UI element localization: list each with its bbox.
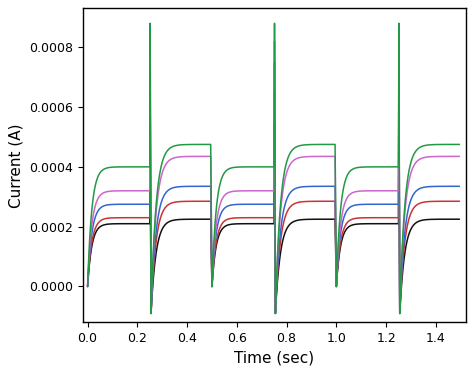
Y-axis label: Current (A): Current (A) bbox=[9, 123, 23, 208]
X-axis label: Time (sec): Time (sec) bbox=[234, 351, 314, 366]
